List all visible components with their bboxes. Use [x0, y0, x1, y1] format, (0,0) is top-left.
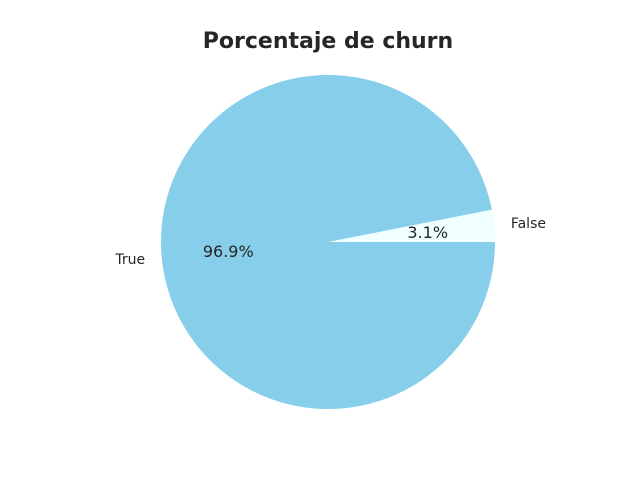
pie-slices	[160, 75, 495, 410]
pie-slice-false	[328, 209, 495, 242]
chart-title: Porcentaje de churn	[203, 29, 453, 54]
slice-label-true: True	[114, 252, 145, 268]
pie-labels: False 3.1% True 96.9%	[114, 216, 546, 268]
slice-label-false: False	[511, 216, 546, 232]
pie-slice-true	[160, 75, 495, 410]
slice-percent-false: 3.1%	[407, 223, 448, 242]
slice-percent-true: 96.9%	[203, 242, 254, 261]
